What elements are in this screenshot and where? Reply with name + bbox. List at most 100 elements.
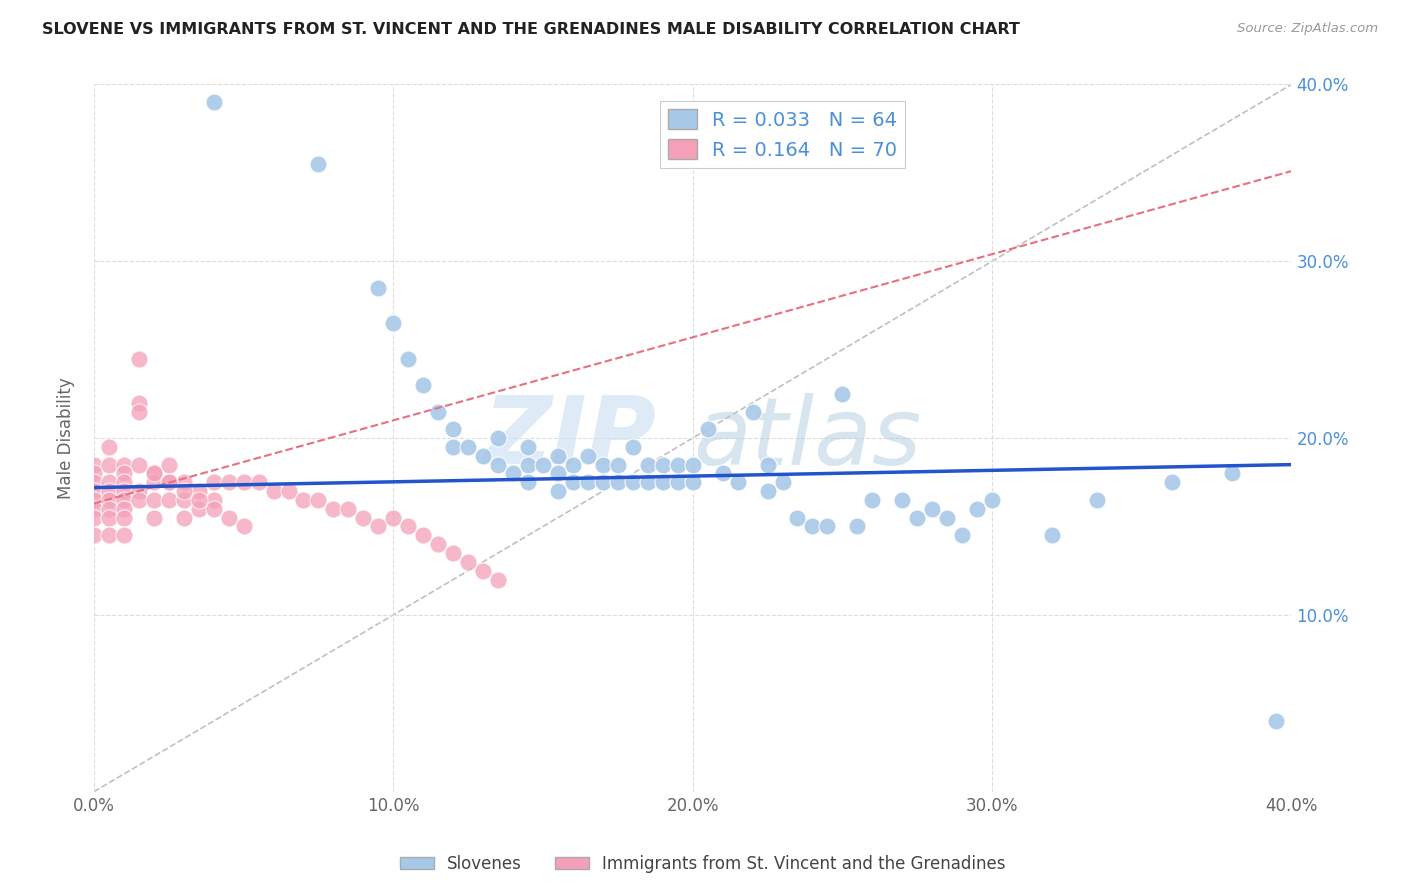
Point — [187, 501, 209, 516]
Point — [232, 475, 254, 490]
Point — [472, 564, 495, 578]
Point — [756, 484, 779, 499]
Point — [756, 458, 779, 472]
Point — [651, 475, 673, 490]
Point — [97, 528, 120, 542]
Point — [173, 492, 195, 507]
Point — [905, 510, 928, 524]
Point — [846, 519, 869, 533]
Point — [128, 458, 150, 472]
Point — [427, 404, 450, 418]
Point — [815, 519, 838, 533]
Point — [112, 484, 135, 499]
Legend: Slovenes, Immigrants from St. Vincent and the Grenadines: Slovenes, Immigrants from St. Vincent an… — [394, 848, 1012, 880]
Point — [112, 467, 135, 481]
Point — [412, 528, 434, 542]
Text: atlas: atlas — [693, 392, 921, 483]
Point — [891, 492, 914, 507]
Point — [142, 467, 165, 481]
Point — [187, 492, 209, 507]
Point — [352, 510, 374, 524]
Point — [1040, 528, 1063, 542]
Point — [97, 458, 120, 472]
Point — [173, 475, 195, 490]
Point — [576, 449, 599, 463]
Point — [637, 475, 659, 490]
Point — [128, 351, 150, 366]
Y-axis label: Male Disability: Male Disability — [58, 377, 75, 499]
Point — [157, 475, 180, 490]
Point — [83, 467, 105, 481]
Point — [277, 484, 299, 499]
Point — [128, 492, 150, 507]
Point — [157, 492, 180, 507]
Point — [367, 519, 389, 533]
Point — [860, 492, 883, 507]
Point — [637, 458, 659, 472]
Point — [486, 573, 509, 587]
Point — [682, 458, 704, 472]
Point — [592, 458, 614, 472]
Point — [112, 501, 135, 516]
Point — [218, 475, 240, 490]
Point — [112, 528, 135, 542]
Point — [337, 501, 360, 516]
Point — [202, 492, 225, 507]
Point — [292, 492, 315, 507]
Point — [547, 484, 569, 499]
Point — [112, 458, 135, 472]
Point — [1265, 714, 1288, 728]
Point — [142, 510, 165, 524]
Point — [97, 501, 120, 516]
Point — [83, 528, 105, 542]
Point — [517, 440, 540, 454]
Point — [831, 387, 853, 401]
Point — [561, 458, 583, 472]
Point — [772, 475, 794, 490]
Point — [531, 458, 554, 472]
Point — [202, 95, 225, 109]
Point — [128, 395, 150, 409]
Point — [1220, 467, 1243, 481]
Point — [263, 484, 285, 499]
Point — [112, 475, 135, 490]
Point — [157, 475, 180, 490]
Point — [727, 475, 749, 490]
Point — [486, 431, 509, 445]
Point — [651, 458, 673, 472]
Point — [412, 378, 434, 392]
Text: SLOVENE VS IMMIGRANTS FROM ST. VINCENT AND THE GRENADINES MALE DISABILITY CORREL: SLOVENE VS IMMIGRANTS FROM ST. VINCENT A… — [42, 22, 1021, 37]
Point — [83, 458, 105, 472]
Point — [83, 501, 105, 516]
Point — [142, 467, 165, 481]
Point — [711, 467, 734, 481]
Point — [308, 157, 330, 171]
Point — [83, 492, 105, 507]
Point — [786, 510, 808, 524]
Point — [921, 501, 943, 516]
Point — [1160, 475, 1182, 490]
Point — [97, 510, 120, 524]
Point — [981, 492, 1004, 507]
Point — [561, 475, 583, 490]
Point — [950, 528, 973, 542]
Point — [157, 458, 180, 472]
Point — [682, 475, 704, 490]
Point — [97, 440, 120, 454]
Point — [112, 510, 135, 524]
Point — [621, 475, 644, 490]
Point — [322, 501, 344, 516]
Point — [966, 501, 988, 516]
Point — [83, 475, 105, 490]
Text: ZIP: ZIP — [484, 392, 657, 484]
Point — [606, 458, 628, 472]
Point — [801, 519, 824, 533]
Point — [576, 475, 599, 490]
Point — [202, 501, 225, 516]
Point — [173, 484, 195, 499]
Point — [382, 510, 405, 524]
Point — [232, 519, 254, 533]
Point — [517, 475, 540, 490]
Point — [547, 467, 569, 481]
Point — [1085, 492, 1108, 507]
